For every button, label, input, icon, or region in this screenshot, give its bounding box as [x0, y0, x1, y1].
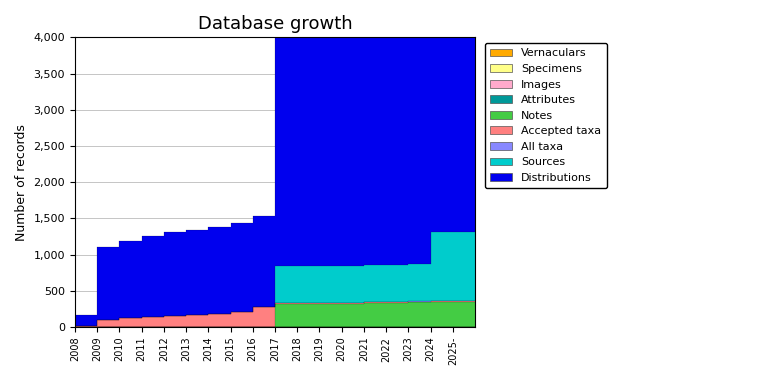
Title: Database growth: Database growth	[197, 15, 353, 33]
Y-axis label: Number of records: Number of records	[15, 124, 28, 241]
Legend: Vernaculars, Specimens, Images, Attributes, Notes, Accepted taxa, All taxa, Sour: Vernaculars, Specimens, Images, Attribut…	[484, 43, 607, 188]
